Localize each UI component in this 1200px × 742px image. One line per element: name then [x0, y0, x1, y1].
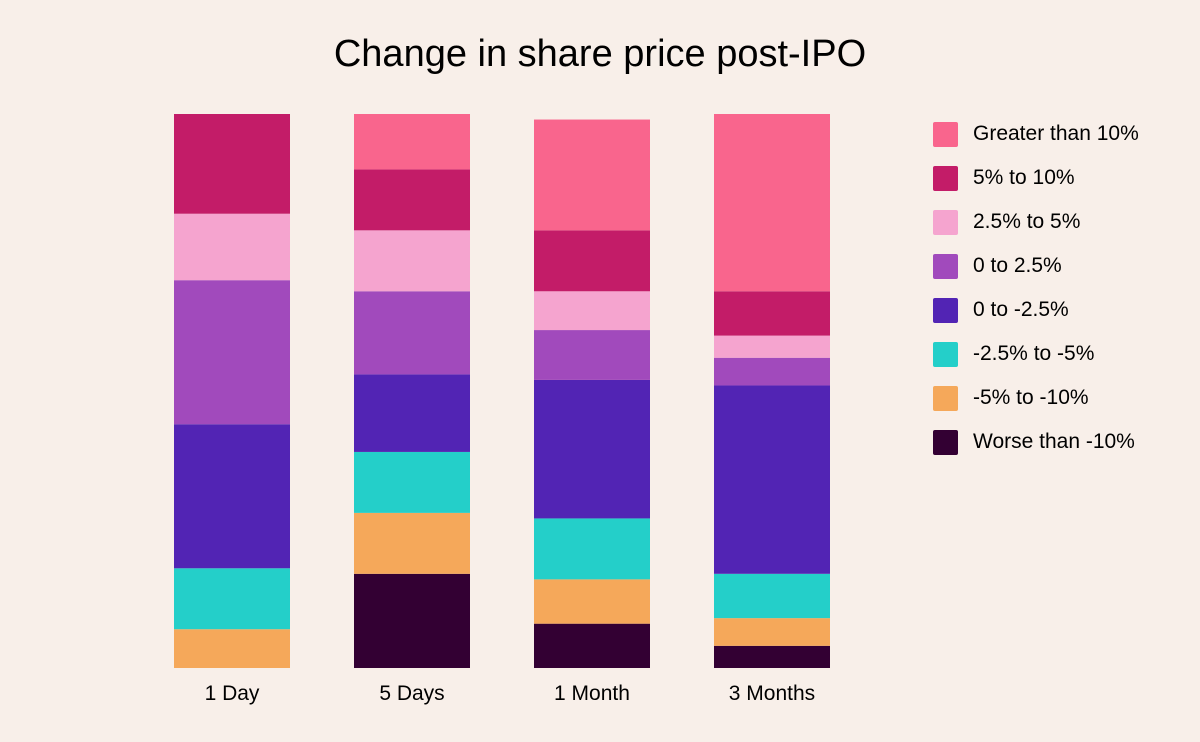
bar-segment — [174, 114, 290, 214]
bar-segment — [354, 291, 470, 375]
legend-item: -2.5% to -5% — [933, 332, 1139, 376]
legend-label: Greater than 10% — [973, 122, 1139, 145]
chart-title: Change in share price post-IPO — [333, 33, 867, 75]
bar-segment — [714, 291, 830, 336]
bar-segment — [534, 230, 650, 292]
legend-item: Worse than -10% — [933, 420, 1139, 464]
bar-segment — [534, 518, 650, 580]
legend-label: -5% to -10% — [973, 386, 1089, 409]
bar-segment — [534, 579, 650, 624]
bar-segment — [174, 280, 290, 425]
legend-item: 2.5% to 5% — [933, 200, 1139, 244]
x-tick-label: 5 Days — [379, 682, 444, 705]
bar-segment — [174, 629, 290, 668]
legend-swatch — [933, 121, 958, 147]
legend-swatch — [933, 341, 958, 367]
legend-swatch — [933, 253, 958, 279]
legend-swatch — [933, 297, 958, 323]
bar-segment — [534, 291, 650, 331]
bar-segment — [714, 357, 830, 386]
legend-swatch — [933, 165, 958, 191]
legend-label: Worse than -10% — [973, 430, 1135, 453]
legend-label: 2.5% to 5% — [973, 210, 1081, 233]
bar-segment — [714, 335, 830, 358]
bar-segment — [174, 424, 290, 569]
legend-item: Greater than 10% — [933, 112, 1139, 156]
bar-segment — [354, 114, 470, 170]
bar-stack-1 — [354, 114, 470, 668]
legend-label: 5% to 10% — [973, 166, 1075, 189]
legend-item: 5% to 10% — [933, 156, 1139, 200]
bar-segment — [534, 623, 650, 668]
bar-segment — [354, 374, 470, 452]
chart-legend: Greater than 10% 5% to 10% 2.5% to 5% 0 to … — [933, 112, 1139, 464]
bar-segment — [354, 512, 470, 574]
legend-swatch — [933, 429, 958, 455]
legend-label: -2.5% to -5% — [973, 342, 1095, 365]
bar-segment — [534, 330, 650, 380]
bar-segment — [714, 114, 830, 292]
legend-swatch — [933, 209, 958, 235]
legend-item: 0 to 2.5% — [933, 244, 1139, 288]
bar-segment — [174, 568, 290, 630]
bar-segment — [354, 573, 470, 668]
bar-segment — [714, 645, 830, 668]
bar-segment — [714, 573, 830, 619]
bar-segment — [174, 213, 290, 281]
bar-segment — [354, 451, 470, 513]
bar-stack-3 — [714, 114, 830, 668]
bar-stack-0 — [174, 114, 290, 668]
x-tick-label: 3 Months — [729, 682, 815, 705]
bar-segment — [534, 119, 650, 231]
legend-item: 0 to -2.5% — [933, 288, 1139, 332]
legend-label: 0 to 2.5% — [973, 254, 1062, 277]
legend-item: -5% to -10% — [933, 376, 1139, 420]
legend-label: 0 to -2.5% — [973, 298, 1069, 321]
bar-segment — [354, 230, 470, 292]
bar-segment — [534, 379, 650, 519]
legend-swatch — [933, 385, 958, 411]
x-tick-label: 1 Month — [554, 682, 630, 705]
bar-segment — [354, 169, 470, 231]
bar-segment — [714, 618, 830, 646]
x-tick-label: 1 Day — [205, 682, 260, 705]
bar-stack-2 — [534, 119, 650, 668]
bar-segment — [714, 385, 830, 574]
